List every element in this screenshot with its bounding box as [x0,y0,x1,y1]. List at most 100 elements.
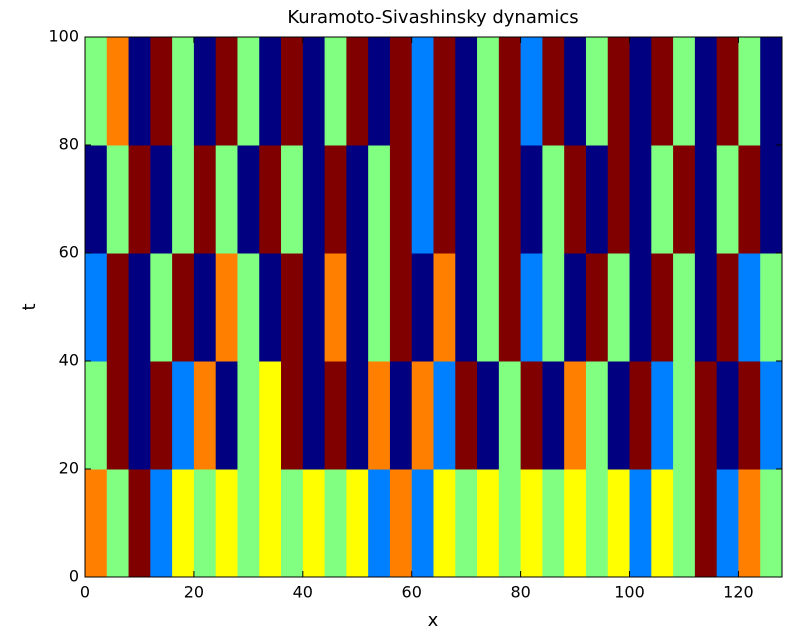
heatmap-cell [564,37,587,146]
heatmap-cell [368,37,391,146]
heatmap-cell [564,469,587,578]
y-axis-label: t [19,303,40,310]
heatmap-cell [694,469,718,578]
heatmap-cell [673,361,696,470]
heatmap-cell [346,469,369,578]
heatmap-cell [651,469,674,578]
heatmap-cell [433,361,456,470]
heatmap-cell [455,37,478,146]
heatmap-cell [542,361,565,470]
heatmap-cell [128,145,151,254]
heatmap-cell [259,37,282,146]
plot-frame [84,36,783,578]
heatmap-cell [389,469,413,578]
heatmap-cell [716,253,739,362]
heatmap-cell [498,145,522,254]
heatmap-cell [346,253,369,362]
heatmap-cell [455,361,478,470]
heatmap-cell [389,37,413,146]
x-tick-label: 20 [184,583,204,602]
heatmap-cell [673,253,696,362]
heatmap-cell [302,361,326,470]
heatmap-cell [738,37,761,146]
heatmap-cell [651,361,674,470]
heatmap-cell [651,145,674,254]
heatmap-cell [716,37,739,146]
heatmap-cell [106,469,130,578]
heatmap-cell [237,37,260,146]
heatmap-cell [738,361,761,470]
heatmap-cell [281,145,304,254]
heatmap-cell [237,145,260,254]
heatmap-cell [259,469,282,578]
heatmap-cell [651,37,674,146]
heatmap-cell [302,37,326,146]
heatmap-cell [150,469,173,578]
heatmap-cell [498,37,522,146]
heatmap-cell [585,145,609,254]
heatmap-cell [629,253,652,362]
y-tick-label: 20 [59,459,79,478]
heatmap-cell [477,361,500,470]
heatmap-cell [324,145,347,254]
heatmap-cell [150,37,173,146]
heatmap-cell [651,253,674,362]
heatmap-cell [498,253,522,362]
heatmap-cell [368,253,391,362]
heatmap-cell [607,37,631,146]
x-axis-label: x [428,610,439,631]
heatmap-cell [215,253,238,362]
heatmap-cell [237,469,260,578]
heatmap-cell [607,145,631,254]
heatmap-cell [193,469,217,578]
heatmap-cell [673,145,696,254]
heatmap-cell [738,253,761,362]
heatmap-cell [193,37,217,146]
x-tick-label: 40 [293,583,313,602]
heatmap-cell [106,253,130,362]
heatmap-cell [542,37,565,146]
heatmap-cell [259,145,282,254]
axes: 0 20 40 60 80 100 120 0 20 40 60 80 100 [48,27,783,602]
heatmap-cell [411,361,434,470]
heatmap-cell [302,253,326,362]
heatmap-cell [411,37,434,146]
heatmap-cell [716,361,739,470]
heatmap-cell [281,253,304,362]
heatmap-cell [542,253,565,362]
heatmap-cell [760,37,783,146]
heatmap-cell [411,145,434,254]
heatmap-cell [477,145,500,254]
heatmap-cell [629,37,652,146]
heatmap-cell [738,469,761,578]
heatmap-cell [302,469,326,578]
heatmap-cell [520,253,543,362]
heatmap-cell [281,469,304,578]
heatmap-cell [520,145,543,254]
x-tick-label: 0 [80,583,90,602]
heatmap-cell [411,469,434,578]
x-tick-label: 60 [402,583,422,602]
heatmap-cell [716,145,739,254]
heatmap-cell [259,253,282,362]
heatmap-cell [85,37,108,146]
heatmap-cell [172,253,195,362]
heatmap-cell [433,469,456,578]
heatmap-cell [215,145,238,254]
heatmap-cell [607,469,631,578]
heatmap-cell [128,37,151,146]
heatmap-cell [215,361,238,470]
heatmap-cell [433,37,456,146]
heatmap-cell [389,253,413,362]
heatmap-cell [85,145,108,254]
heatmap-cell [215,469,238,578]
heatmap-cell [455,145,478,254]
heatmap-cell [128,253,151,362]
heatmap-cell [85,253,108,362]
x-tick-label: 80 [510,583,530,602]
heatmap-cell [477,469,500,578]
heatmap-cell [564,361,587,470]
heatmap-cell [106,145,130,254]
heatmap-cell [477,37,500,146]
